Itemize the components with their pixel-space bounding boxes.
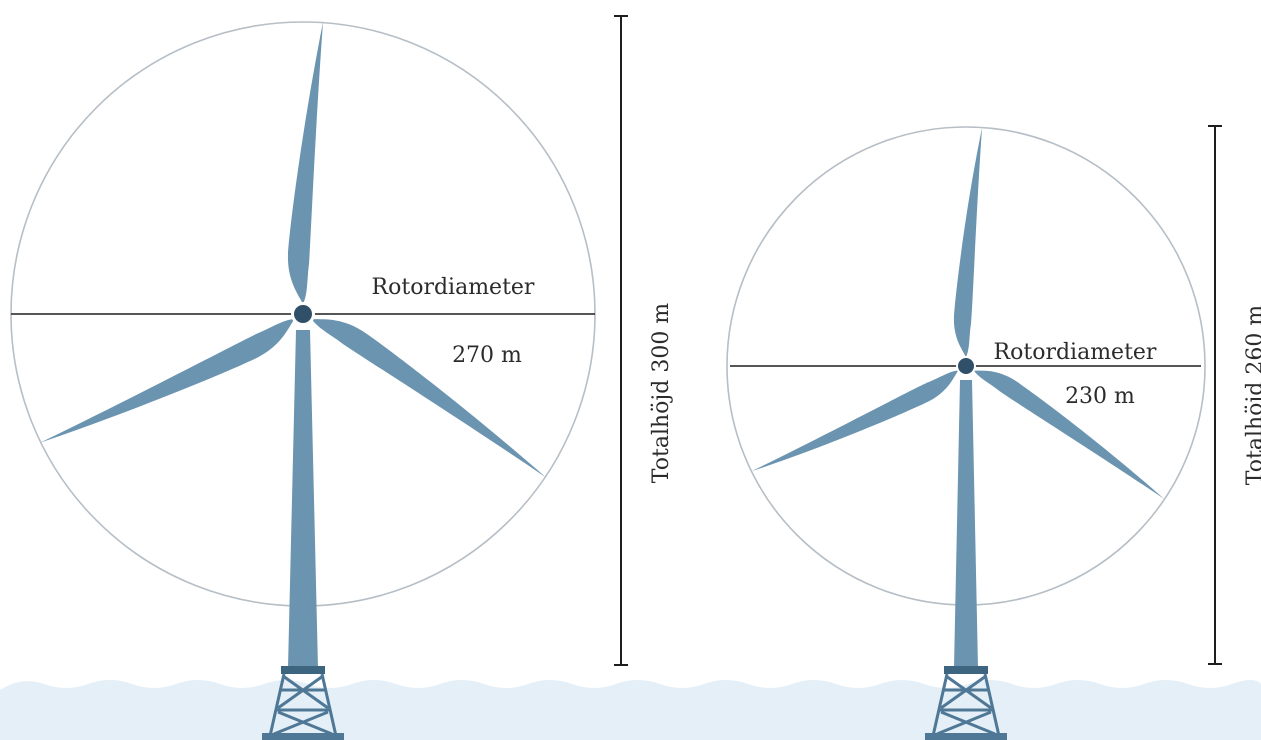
height-bracket: [1208, 125, 1222, 665]
sea: [0, 680, 1261, 740]
blade-lower-left: [40, 319, 295, 443]
blade-up: [953, 128, 982, 357]
height-label: Totalhöjd 300 m: [649, 303, 674, 484]
rotor-label: Rotordiameter: [994, 340, 1157, 365]
blades: [40, 22, 546, 478]
height-bracket: [614, 15, 628, 666]
height-label: Totalhöjd 260 m: [1243, 305, 1261, 486]
tower: [954, 380, 978, 668]
jacket-foundation: [262, 666, 344, 740]
water-surface: [0, 680, 1261, 740]
turbine-large: Rotordiameter 270 m Totalhöjd 300 m: [10, 15, 674, 740]
hub-center: [294, 305, 312, 323]
blade-lower-left: [751, 370, 959, 472]
rotor-label: Rotordiameter: [372, 275, 535, 300]
turbine-small: Rotordiameter 230 m Totalhöjd 260 m: [726, 125, 1261, 740]
blades: [751, 128, 1165, 499]
blade-lower-right: [973, 370, 1165, 499]
tower: [288, 330, 318, 668]
blade-lower-right: [311, 319, 546, 478]
rotor-value: 230 m: [1065, 384, 1135, 409]
blade-up: [287, 22, 323, 304]
hub-center: [958, 358, 974, 374]
rotor-value: 270 m: [452, 343, 522, 368]
jacket-foundation: [925, 666, 1007, 740]
